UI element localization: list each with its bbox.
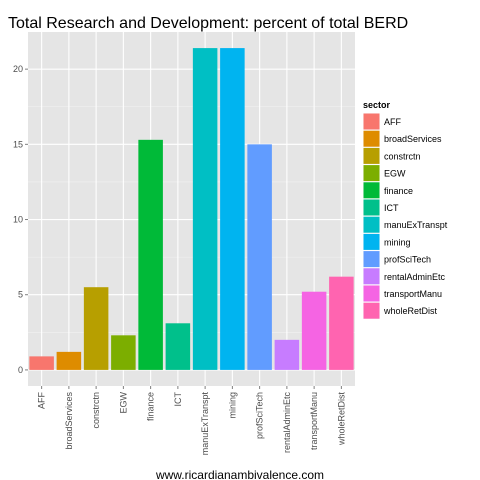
x-tick-label: profSciTech xyxy=(255,392,265,439)
x-tick-label: wholeRetDist xyxy=(336,392,346,447)
bar-manuExTranspt xyxy=(192,48,218,370)
x-tick-label: constrctn xyxy=(91,392,101,429)
x-tick-label: ICT xyxy=(173,392,183,407)
plot-panel xyxy=(28,32,355,386)
bar-transportManu xyxy=(301,291,327,370)
legend-label-EGW: EGW xyxy=(384,169,406,179)
legend-swatch-AFF xyxy=(363,113,380,130)
legend-label-manuExTranspt: manuExTranspt xyxy=(384,220,448,230)
legend-swatch-wholeRetDist xyxy=(363,302,380,319)
legend-swatch-rentalAdminEtc xyxy=(363,268,380,285)
x-tick-label: transportManu xyxy=(309,392,319,450)
y-tick-label: 15 xyxy=(13,139,23,149)
y-tick-label: 0 xyxy=(18,365,23,375)
bar-profSciTech xyxy=(247,144,272,370)
bar-EGW xyxy=(111,335,136,370)
legend-label-broadServices: broadServices xyxy=(384,134,442,144)
legend-label-constrctn: constrctn xyxy=(384,151,421,161)
legend-label-ICT: ICT xyxy=(384,203,399,213)
x-tick-label: EGW xyxy=(118,391,128,413)
legend-label-AFF: AFF xyxy=(384,117,402,127)
legend-swatch-broadServices xyxy=(363,130,380,147)
y-tick-label: 5 xyxy=(18,290,23,300)
bar-wholeRetDist xyxy=(329,276,354,370)
x-tick-label: AFF xyxy=(37,391,47,409)
legend-label-transportManu: transportManu xyxy=(384,289,442,299)
legend-label-mining: mining xyxy=(384,237,411,247)
legend-label-rentalAdminEtc: rentalAdminEtc xyxy=(384,272,446,282)
x-tick-label: broadServices xyxy=(64,392,74,450)
x-tick-label: mining xyxy=(227,392,237,419)
bar-broadServices xyxy=(56,351,82,370)
legend-label-wholeRetDist: wholeRetDist xyxy=(383,306,438,316)
y-axis: 0 5 10 15 20 xyxy=(13,64,28,375)
legend-swatch-mining xyxy=(363,233,380,250)
source-caption: www.ricardianambivalence.com xyxy=(155,468,324,480)
bar-mining xyxy=(220,48,245,370)
legend-swatch-manuExTranspt xyxy=(363,216,380,233)
y-tick-label: 20 xyxy=(13,64,23,74)
legend-label-finance: finance xyxy=(384,186,413,196)
x-tick-label: manuExTranspt xyxy=(200,392,210,456)
chart-title: Total Research and Development: percent … xyxy=(8,15,408,32)
legend-swatch-transportManu xyxy=(363,285,380,302)
x-axis: AFF broadServices constrctn EGW finance ICT ma… xyxy=(37,386,346,456)
bars xyxy=(29,48,354,370)
y-tick-label: 10 xyxy=(13,215,23,225)
legend-title: sector xyxy=(363,100,391,110)
legend-swatch-EGW xyxy=(363,165,380,182)
x-tick-label: finance xyxy=(146,392,156,421)
bar-ICT xyxy=(165,323,191,370)
x-tick-label: rentalAdminEtc xyxy=(282,392,292,454)
legend-swatch-ICT xyxy=(363,199,380,216)
bar-rentalAdminEtc xyxy=(274,339,300,370)
bar-AFF xyxy=(29,356,54,370)
bar-constrctn xyxy=(83,287,109,370)
legend-label-profSciTech: profSciTech xyxy=(384,255,431,265)
legend: sector AFF broadServices constrctn EGW finan… xyxy=(362,100,448,320)
legend-swatch-profSciTech xyxy=(363,251,380,268)
legend-swatch-constrctn xyxy=(363,147,380,164)
bar-finance xyxy=(138,139,163,370)
legend-swatch-finance xyxy=(363,182,380,199)
